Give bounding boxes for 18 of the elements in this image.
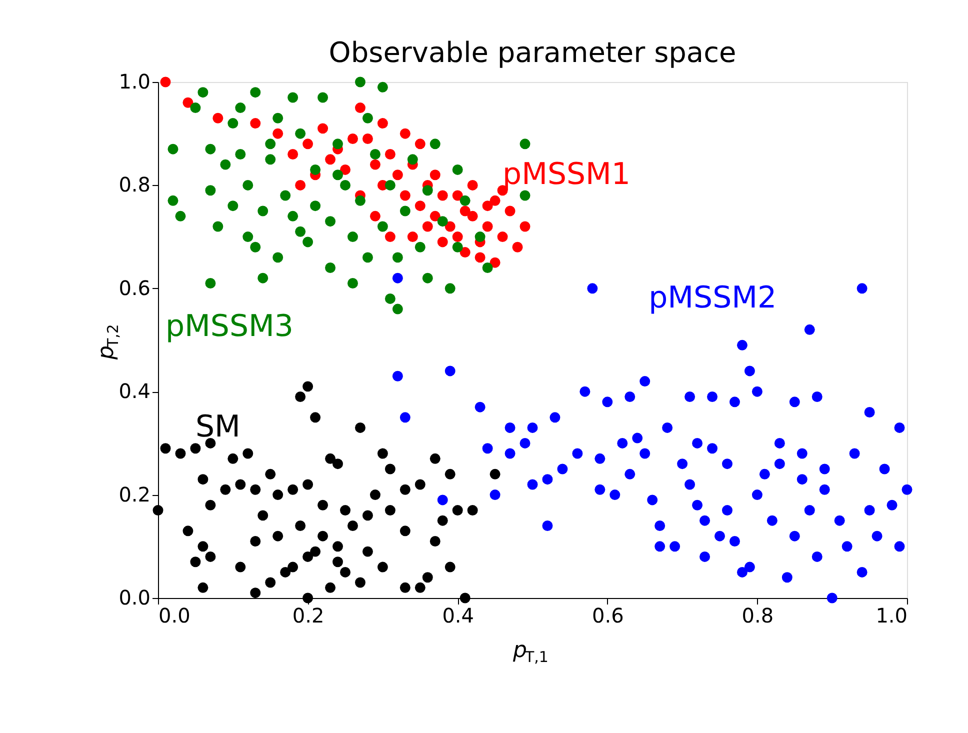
y-tick-label: 1.0 — [118, 70, 150, 94]
x-tick-label: 1.0 — [876, 604, 908, 628]
series-label: pMSSM2 — [648, 280, 777, 316]
x-tick-label: 0.6 — [592, 604, 624, 628]
y-tick-label: 0.6 — [118, 276, 150, 300]
series-label: pMSSM3 — [165, 309, 294, 344]
y-tick-label: 0.2 — [118, 482, 150, 506]
x-tick-label: 0.8 — [742, 604, 774, 628]
x-tick-label: 0.2 — [292, 604, 324, 628]
y-tick-label: 0.4 — [118, 379, 150, 404]
y-tick-label: 0.8 — [118, 172, 150, 197]
chart-title: Observable parameter space — [328, 36, 736, 69]
series-label: pMSSM1 — [502, 156, 631, 192]
series-label: SM — [195, 410, 240, 445]
y-tick-label: 0.0 — [118, 586, 150, 610]
y-axis-title: pT,2 — [94, 324, 122, 360]
x-tick-label: 0.0 — [158, 604, 190, 628]
x-tick-label: 0.4 — [442, 604, 474, 628]
